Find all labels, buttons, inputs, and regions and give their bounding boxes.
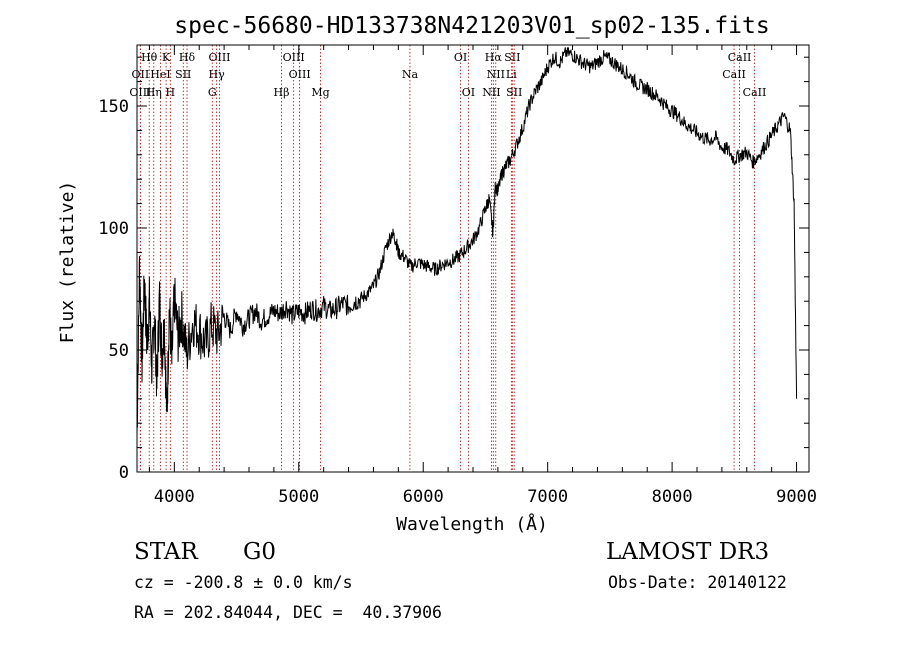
line-label: OIII <box>129 86 151 99</box>
x-axis-label: Wavelength (Å) <box>396 513 548 535</box>
plot-frame <box>136 44 810 473</box>
x-tick-label: 4000 <box>154 487 195 507</box>
line-label: Hβ <box>274 86 290 99</box>
y-axis: 0 50 100 150 <box>98 56 809 483</box>
object-class: STAR <box>134 539 198 565</box>
series-layer <box>136 47 798 436</box>
line-label: OIII <box>289 68 311 81</box>
line-label: OI <box>454 51 467 64</box>
line-label: SII <box>504 51 520 64</box>
line-label: G <box>208 86 217 99</box>
line-label: OIII <box>208 51 230 64</box>
x-tick-label: 8000 <box>652 487 693 507</box>
line-label: Hη <box>146 86 162 99</box>
redshift-readout: cz = -200.8 ± 0.0 km/s <box>134 573 353 592</box>
line-label: OI <box>462 86 475 99</box>
y-tick-label: 50 <box>109 341 129 361</box>
line-label: Hγ <box>209 68 226 81</box>
y-tick-label: 100 <box>98 219 129 239</box>
line-label: Hδ <box>179 51 196 64</box>
line-label: Na <box>402 68 419 81</box>
line-label: Hα <box>485 51 503 64</box>
line-label: CaII <box>743 86 767 99</box>
chart-title: spec-56680-HD133738N421203V01_sp02-135.f… <box>174 13 769 39</box>
line-label: Mg <box>311 86 329 99</box>
line-label: K <box>162 51 171 64</box>
line-label: NII <box>487 68 505 81</box>
x-tick-label: 9000 <box>776 487 817 507</box>
y-axis-label: Flux (relative) <box>57 181 78 344</box>
series-line <box>136 47 798 436</box>
coordinates: RA = 202.84044, DEC = 40.37906 <box>134 603 442 622</box>
y-tick-label: 0 <box>119 463 129 483</box>
line-label: Li <box>506 68 517 81</box>
line-label: HeI <box>150 68 170 81</box>
x-tick-label: 5000 <box>278 487 319 507</box>
survey-name: LAMOST DR3 <box>606 539 770 565</box>
subclass: G0 <box>243 539 277 565</box>
line-label: H <box>166 86 176 99</box>
line-label: OIII <box>283 51 305 64</box>
y-tick-label: 150 <box>98 97 129 117</box>
line-label: NII <box>482 86 500 99</box>
line-label: SII <box>506 86 522 99</box>
line-label: Hθ <box>141 51 158 64</box>
line-label: CaII <box>722 68 746 81</box>
line-label: SII <box>175 68 191 81</box>
obs-date: Obs-Date: 20140122 <box>608 573 787 592</box>
x-axis: 4000 5000 6000 7000 8000 9000 <box>148 45 817 507</box>
line-label: CaII <box>728 51 752 64</box>
x-tick-label: 6000 <box>403 487 444 507</box>
x-tick-label: 7000 <box>527 487 568 507</box>
